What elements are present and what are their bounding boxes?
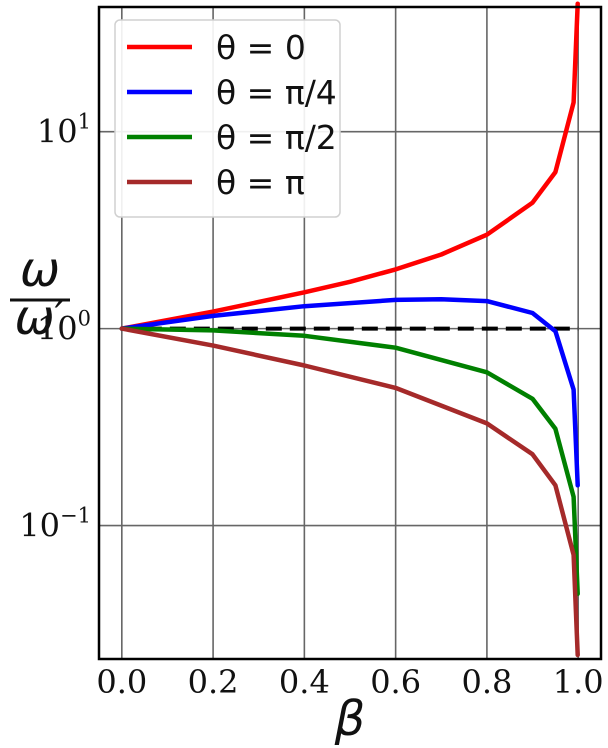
y-axis-label-numerator: ω [20, 242, 60, 298]
series-group [119, 1, 580, 658]
legend-box [114, 19, 341, 218]
legend-label: θ = π/4 [216, 73, 337, 112]
series-line-3 [119, 326, 580, 658]
legend: θ = 0 θ = π/4 θ = π/2 θ = π [114, 19, 341, 218]
series-line-1 [119, 297, 580, 488]
x-axis-ticks: 0.0 0.2 0.4 0.6 0.8 1.0 [96, 663, 603, 701]
series-line-2 [119, 326, 580, 597]
y-tick-label: 10−1 [19, 504, 91, 545]
y-axis-label: ω ω′ [10, 242, 70, 346]
x-tick-label: 0.6 [370, 663, 421, 701]
x-tick-label: 0.4 [279, 663, 330, 701]
legend-label: θ = π/2 [216, 118, 337, 157]
x-tick-label: 1.0 [553, 663, 604, 701]
y-tick-label: 100 [37, 307, 91, 348]
x-tick-label: 0.8 [461, 663, 512, 701]
x-tick-label: 0.0 [96, 663, 147, 701]
x-axis-label: β [334, 691, 366, 747]
plot-frame [97, 5, 603, 661]
series-line-0 [119, 1, 580, 331]
y-axis-label-denominator: ω′ [14, 290, 65, 346]
legend-label: θ = 0 [216, 28, 306, 67]
x-tick-label: 0.2 [188, 663, 239, 701]
y-tick-label: 101 [37, 110, 91, 151]
y-axis-ticks: 101 100 10−1 [19, 110, 91, 545]
legend-label: θ = π [216, 163, 305, 202]
